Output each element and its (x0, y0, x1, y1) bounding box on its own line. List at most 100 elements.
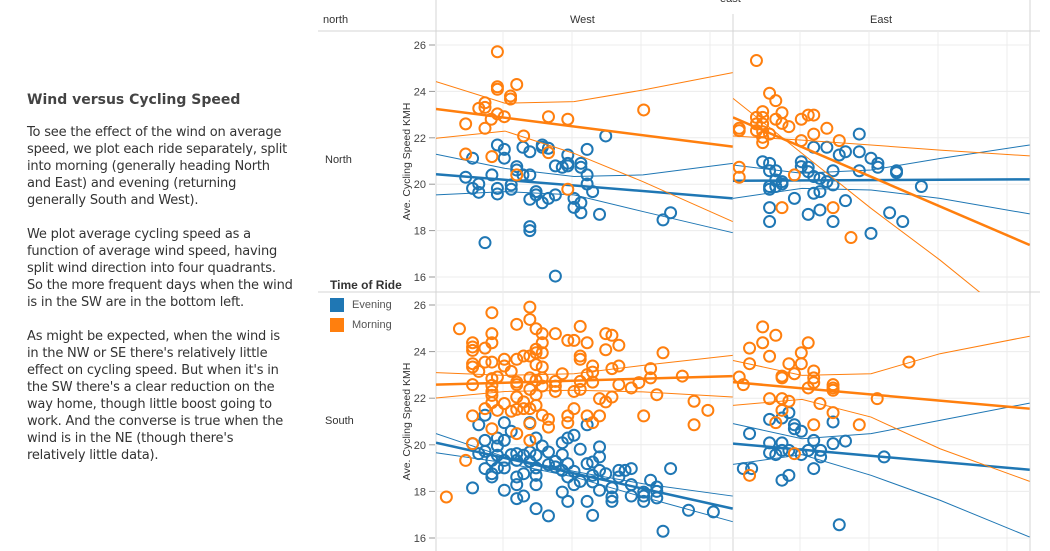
morning-ride-point (523, 433, 537, 447)
evening-ride-point (852, 127, 866, 141)
evening-ride-point (586, 508, 600, 522)
morning-confidence-upper (733, 335, 1030, 376)
evening-ride-point (763, 201, 777, 215)
evening-ride-point (497, 142, 511, 156)
y-tick-label: 26 (414, 300, 426, 312)
morning-ride-point (485, 327, 499, 341)
morning-ride-point (769, 94, 783, 108)
morning-ride-point (844, 231, 858, 245)
evening-ride-point (826, 415, 840, 429)
story-paragraph: As might be expected, when the wind is i… (27, 329, 284, 463)
morning-ride-point (794, 346, 808, 360)
evening-ride-point (478, 433, 492, 447)
morning-ride-point (504, 364, 518, 378)
evening-ride-point (478, 408, 492, 422)
morning-ride-point (637, 409, 651, 423)
evening-ride-point (517, 467, 531, 481)
evening-ride-point (644, 473, 658, 487)
morning-trend-line (436, 107, 733, 148)
morning-ride-point (497, 352, 511, 366)
morning-ride-point (561, 416, 575, 430)
evening-ride-point (523, 168, 537, 182)
morning-ride-point (801, 336, 815, 350)
row-header-north: north (323, 14, 349, 26)
morning-ride-point (523, 349, 537, 363)
morning-ride-point (535, 346, 549, 360)
morning-ride-point (807, 418, 821, 432)
morning-ride-point (523, 417, 537, 431)
morning-ride-point (794, 357, 808, 371)
y-axis-label: Ave. Cycling Speed KMH (401, 103, 413, 221)
evening-ride-point (593, 483, 607, 497)
morning-ride-point (733, 160, 746, 174)
morning-ride-point (763, 392, 777, 406)
evening-ride-point (561, 494, 575, 508)
evening-ride-point (497, 483, 511, 497)
evening-ride-point (523, 220, 537, 234)
morning-ride-point (807, 371, 821, 385)
morning-ride-point (567, 384, 581, 398)
morning-ride-point (504, 92, 518, 106)
morning-ride-point (775, 371, 789, 385)
legend-item-evening[interactable]: Evening (330, 298, 402, 312)
morning-ride-point (541, 110, 555, 124)
y-tick-label: 26 (414, 40, 426, 52)
evening-ride-point (593, 207, 607, 221)
morning-ride-point (510, 402, 524, 416)
morning-ride-point (586, 416, 600, 430)
legend[interactable]: Time of Ride Evening Morning (330, 278, 402, 332)
morning-ride-point (794, 112, 808, 126)
evening-ride-point (510, 478, 524, 492)
evening-ride-point (472, 418, 486, 432)
morning-ride-point (478, 341, 492, 355)
evening-ride-point (807, 462, 821, 476)
morning-ride-point (466, 336, 480, 350)
facet-south-west (436, 300, 733, 538)
legend-title: Time of Ride (330, 278, 402, 292)
morning-ride-point (852, 418, 866, 432)
evening-ride-point (763, 164, 777, 178)
evening-ride-point (523, 224, 537, 238)
evening-ride-point (497, 416, 511, 430)
evening-ride-point (838, 194, 852, 208)
evening-ride-point (838, 145, 852, 159)
evening-ride-point (763, 412, 777, 426)
evening-ride-point (517, 489, 531, 503)
evening-ride-point (497, 461, 511, 475)
evening-ride-point (466, 481, 480, 495)
evening-ride-point (656, 213, 670, 227)
evening-ride-point (529, 502, 543, 516)
morning-ride-point (743, 468, 757, 482)
facet-north-east (733, 54, 1030, 292)
morning-ride-point (782, 357, 796, 371)
evening-ride-point (794, 424, 808, 438)
evening-ride-point (763, 156, 777, 170)
morning-ride-point (769, 328, 783, 342)
morning-ride-point (756, 130, 770, 144)
evening-ride-point (852, 145, 866, 159)
evening-ride-point (490, 187, 504, 201)
evening-ride-point (624, 462, 638, 476)
evening-ride-point (890, 166, 904, 180)
morning-ride-point (497, 397, 511, 411)
morning-ride-point (687, 418, 701, 432)
morning-ride-point (637, 103, 651, 117)
evening-ride-point (612, 470, 626, 484)
evening-ride-point (756, 155, 770, 169)
morning-ride-point (485, 355, 499, 369)
evening-ride-point (787, 422, 801, 436)
evening-ride-point (548, 159, 562, 173)
evening-ride-point (529, 468, 543, 482)
morning-ride-point (644, 362, 658, 376)
morning-ride-point (787, 367, 801, 381)
evening-ride-point (561, 159, 575, 173)
morning-ride-point (523, 402, 537, 416)
morning-ride-point (769, 416, 783, 430)
evening-ride-point (548, 454, 562, 468)
morning-ride-point (478, 402, 492, 416)
legend-item-morning[interactable]: Morning (330, 318, 402, 332)
morning-trend-line (733, 380, 1030, 410)
morning-confidence-lower (733, 398, 1030, 482)
morning-ride-point (490, 403, 504, 417)
evening-ride-point (782, 468, 796, 482)
